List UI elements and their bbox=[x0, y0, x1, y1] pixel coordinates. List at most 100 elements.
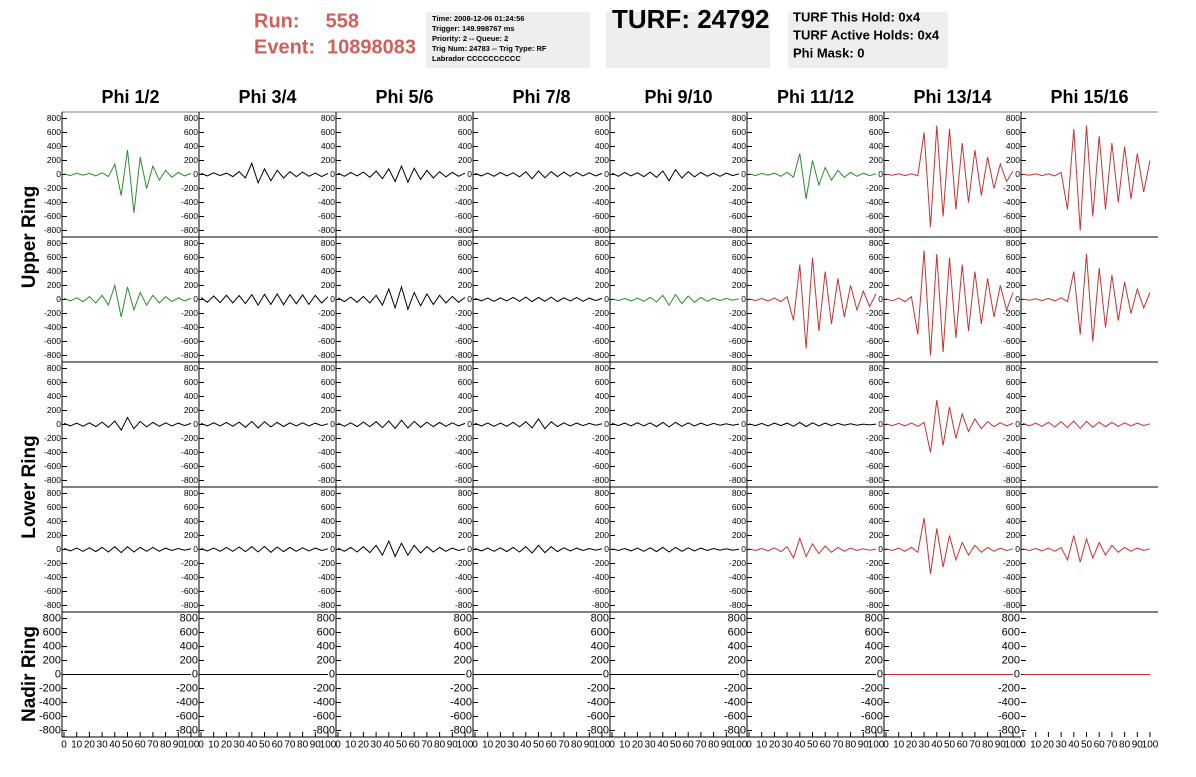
y-tick-label: -200 bbox=[181, 183, 198, 193]
y-tick-label: -400 bbox=[181, 447, 198, 457]
x-tick-label: 90 bbox=[721, 740, 733, 751]
y-tick-label: 800 bbox=[184, 363, 198, 373]
x-tick-label: 20 bbox=[906, 740, 918, 751]
y-tick-label: 400 bbox=[869, 391, 883, 401]
y-tick-label: -200 bbox=[724, 682, 746, 694]
y-tick-label: 400 bbox=[1002, 640, 1020, 652]
y-tick-label: 800 bbox=[47, 113, 61, 123]
y-tick-label: -800 bbox=[866, 350, 883, 360]
y-tick-label: 400 bbox=[1006, 141, 1020, 151]
y-tick-label: 800 bbox=[732, 363, 746, 373]
y-tick-label: -800 bbox=[866, 225, 883, 235]
y-tick-label: 600 bbox=[458, 377, 472, 387]
y-tick-label: -600 bbox=[724, 710, 746, 722]
y-tick-label: -200 bbox=[455, 433, 472, 443]
y-tick-label: 400 bbox=[43, 640, 61, 652]
y-tick-label: 0 bbox=[192, 668, 198, 680]
y-tick-label: 600 bbox=[321, 252, 335, 262]
y-tick-label: 800 bbox=[728, 612, 746, 624]
y-tick-label: -600 bbox=[592, 336, 609, 346]
y-tick-label: -800 bbox=[44, 350, 61, 360]
y-tick-label: -200 bbox=[866, 433, 883, 443]
y-tick-label: 800 bbox=[43, 612, 61, 624]
y-tick-label: 200 bbox=[732, 280, 746, 290]
y-tick-label: -400 bbox=[1003, 447, 1020, 457]
x-tick-label: 60 bbox=[546, 740, 558, 751]
x-tick-label: 60 bbox=[683, 740, 695, 751]
y-tick-label: -400 bbox=[455, 572, 472, 582]
y-tick-label: -800 bbox=[181, 475, 198, 485]
y-tick-label: -600 bbox=[729, 336, 746, 346]
y-tick-label: -800 bbox=[729, 600, 746, 610]
y-tick-label: -200 bbox=[866, 558, 883, 568]
y-tick-label: -400 bbox=[866, 572, 883, 582]
y-tick-label: -200 bbox=[592, 308, 609, 318]
y-tick-label: 200 bbox=[458, 155, 472, 165]
y-tick-label: 0 bbox=[330, 544, 335, 554]
waveform bbox=[337, 285, 466, 311]
y-tick-label: 200 bbox=[47, 280, 61, 290]
column-title: Phi 11/12 bbox=[777, 87, 854, 107]
y-tick-label: 600 bbox=[732, 252, 746, 262]
y-tick-label: 400 bbox=[732, 141, 746, 151]
y-tick-label: 600 bbox=[47, 502, 61, 512]
y-tick-label: -200 bbox=[313, 682, 335, 694]
y-tick-label: 400 bbox=[184, 266, 198, 276]
y-tick-label: 600 bbox=[865, 626, 883, 638]
y-tick-label: -200 bbox=[181, 308, 198, 318]
x-tick-label: 10 bbox=[619, 740, 631, 751]
x-tick-label: 60 bbox=[135, 740, 147, 751]
y-tick-label: 800 bbox=[595, 488, 609, 498]
y-tick-label: -800 bbox=[998, 724, 1020, 736]
x-tick-label: 20 bbox=[632, 740, 644, 751]
y-tick-label: -400 bbox=[44, 447, 61, 457]
x-tick-label: 90 bbox=[858, 740, 870, 751]
y-tick-label: 400 bbox=[458, 141, 472, 151]
x-tick-label: 60 bbox=[409, 740, 421, 751]
y-tick-label: 200 bbox=[458, 280, 472, 290]
y-tick-label: 600 bbox=[458, 502, 472, 512]
y-tick-label: -600 bbox=[39, 710, 61, 722]
y-tick-label: 200 bbox=[1006, 405, 1020, 415]
y-tick-label: -200 bbox=[1003, 308, 1020, 318]
y-tick-label: -200 bbox=[455, 308, 472, 318]
y-tick-label: 0 bbox=[1015, 544, 1020, 554]
x-tick-label: 80 bbox=[160, 740, 172, 751]
y-tick-label: 800 bbox=[321, 363, 335, 373]
y-tick-label: 800 bbox=[869, 363, 883, 373]
y-tick-label: -400 bbox=[181, 197, 198, 207]
y-tick-label: -800 bbox=[181, 600, 198, 610]
y-tick-label: 600 bbox=[180, 626, 198, 638]
x-tick-label: 10 bbox=[756, 740, 768, 751]
y-tick-label: -400 bbox=[44, 197, 61, 207]
y-tick-label: -600 bbox=[181, 336, 198, 346]
y-tick-label: -200 bbox=[587, 682, 609, 694]
y-tick-label: -400 bbox=[318, 447, 335, 457]
y-tick-label: -800 bbox=[592, 350, 609, 360]
waveform bbox=[200, 161, 329, 185]
y-tick-label: 800 bbox=[595, 363, 609, 373]
y-tick-label: -200 bbox=[729, 183, 746, 193]
y-tick-label: -600 bbox=[318, 336, 335, 346]
ring-label: Nadir Ring bbox=[19, 626, 40, 722]
waveform bbox=[748, 536, 877, 560]
y-tick-label: 200 bbox=[732, 405, 746, 415]
x-tick-label: 70 bbox=[969, 740, 981, 751]
y-tick-label: 400 bbox=[1006, 391, 1020, 401]
y-tick-label: 200 bbox=[458, 530, 472, 540]
y-tick-label: 600 bbox=[732, 377, 746, 387]
y-tick-label: 0 bbox=[193, 544, 198, 554]
y-tick-label: 800 bbox=[458, 363, 472, 373]
x-tick-label: 70 bbox=[284, 740, 296, 751]
y-tick-label: -200 bbox=[176, 682, 198, 694]
waveform bbox=[885, 250, 1014, 356]
y-tick-label: 600 bbox=[454, 626, 472, 638]
y-tick-label: -800 bbox=[587, 724, 609, 736]
y-tick-label: 800 bbox=[321, 113, 335, 123]
y-tick-label: -600 bbox=[998, 710, 1020, 722]
y-tick-label: 800 bbox=[458, 488, 472, 498]
x-tick-label: 10 bbox=[208, 740, 220, 751]
y-tick-label: 600 bbox=[317, 626, 335, 638]
x-tick-label: 80 bbox=[434, 740, 446, 751]
waveform bbox=[1022, 253, 1151, 342]
